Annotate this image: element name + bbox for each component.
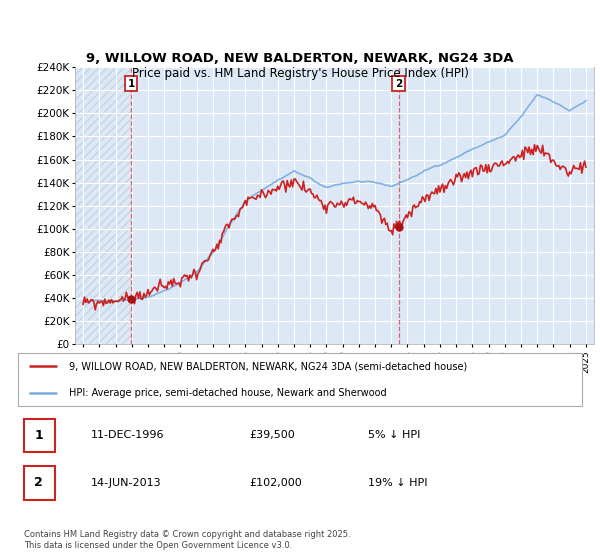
- Text: 9, WILLOW ROAD, NEW BALDERTON, NEWARK, NG24 3DA (semi-detached house): 9, WILLOW ROAD, NEW BALDERTON, NEWARK, N…: [69, 361, 467, 371]
- FancyBboxPatch shape: [18, 353, 582, 406]
- Text: 1: 1: [127, 79, 134, 89]
- Text: 9, WILLOW ROAD, NEW BALDERTON, NEWARK, NG24 3DA: 9, WILLOW ROAD, NEW BALDERTON, NEWARK, N…: [86, 52, 514, 66]
- Text: 2: 2: [34, 477, 43, 489]
- Text: £39,500: £39,500: [249, 431, 295, 440]
- Text: Price paid vs. HM Land Registry's House Price Index (HPI): Price paid vs. HM Land Registry's House …: [131, 67, 469, 81]
- Text: 5% ↓ HPI: 5% ↓ HPI: [368, 431, 420, 440]
- Text: 1: 1: [34, 429, 43, 442]
- Text: HPI: Average price, semi-detached house, Newark and Sherwood: HPI: Average price, semi-detached house,…: [69, 388, 386, 398]
- FancyBboxPatch shape: [23, 419, 55, 452]
- Text: 2: 2: [395, 79, 402, 89]
- Text: £102,000: £102,000: [249, 478, 302, 488]
- Text: 14-JUN-2013: 14-JUN-2013: [91, 478, 162, 488]
- FancyBboxPatch shape: [23, 466, 55, 500]
- Text: 11-DEC-1996: 11-DEC-1996: [91, 431, 165, 440]
- Text: Contains HM Land Registry data © Crown copyright and database right 2025.
This d: Contains HM Land Registry data © Crown c…: [23, 530, 350, 550]
- Text: 19% ↓ HPI: 19% ↓ HPI: [368, 478, 427, 488]
